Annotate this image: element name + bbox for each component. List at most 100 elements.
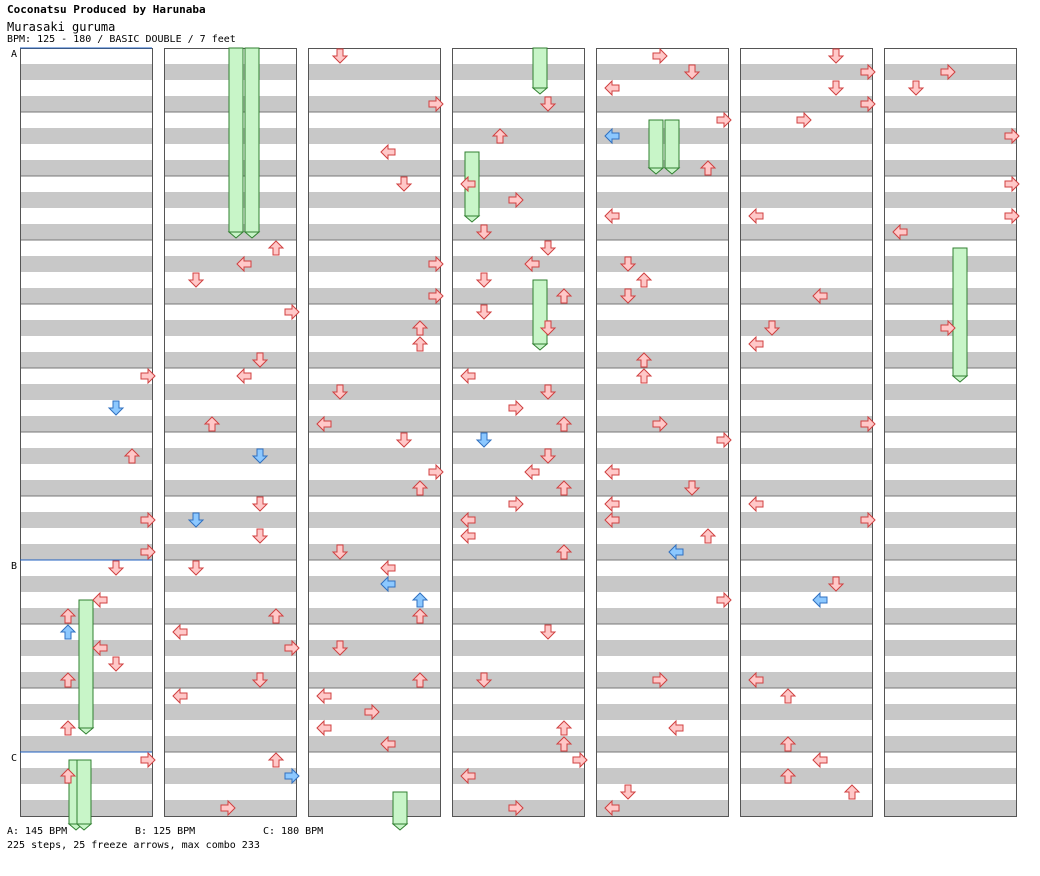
stripe — [20, 320, 152, 336]
stripe — [308, 64, 440, 80]
stripe — [884, 512, 1016, 528]
step-arrow — [140, 367, 156, 385]
freeze-arrow — [664, 119, 680, 169]
stripe — [164, 768, 296, 784]
step-stats: 225 steps, 25 freeze arrows, max combo 2… — [7, 840, 260, 851]
step-arrow — [524, 255, 540, 273]
step-arrow — [796, 111, 812, 129]
step-arrow — [491, 128, 509, 144]
column-border — [740, 48, 873, 817]
freeze-tail — [243, 231, 261, 239]
stripe — [884, 96, 1016, 112]
step-arrow — [763, 320, 781, 336]
step-arrow — [172, 687, 188, 705]
freeze-tail — [647, 167, 665, 175]
step-arrow — [331, 640, 349, 656]
stripe — [164, 480, 296, 496]
stripe — [20, 224, 152, 240]
step-arrow — [395, 432, 413, 448]
step-arrow — [748, 207, 764, 225]
stripe — [740, 640, 872, 656]
stripe — [308, 128, 440, 144]
freeze-arrow — [78, 599, 94, 729]
step-arrow — [652, 671, 668, 689]
stripe — [452, 128, 584, 144]
step-arrow — [860, 95, 876, 113]
stripe — [740, 320, 872, 336]
step-arrow — [860, 63, 876, 81]
step-arrow — [460, 527, 476, 545]
stripe — [884, 576, 1016, 592]
stripe — [596, 640, 728, 656]
step-arrow — [140, 511, 156, 529]
stripe — [308, 640, 440, 656]
stripe — [452, 96, 584, 112]
step-arrow — [604, 495, 620, 513]
step-arrow — [267, 608, 285, 624]
step-arrow — [475, 304, 493, 320]
step-arrow — [748, 671, 764, 689]
step-arrow — [411, 672, 429, 688]
step-arrow — [380, 143, 396, 161]
step-arrow — [92, 591, 108, 609]
stripe — [308, 512, 440, 528]
step-arrow — [1004, 207, 1020, 225]
stripe — [596, 288, 728, 304]
stripe — [164, 672, 296, 688]
step-arrow — [172, 623, 188, 641]
step-arrow — [107, 560, 125, 576]
stripe — [452, 288, 584, 304]
stripe — [884, 384, 1016, 400]
stripe — [740, 384, 872, 400]
step-arrow — [940, 63, 956, 81]
stripe — [164, 320, 296, 336]
stripe — [596, 576, 728, 592]
stripe — [308, 96, 440, 112]
step-arrow — [428, 255, 444, 273]
stripe — [164, 288, 296, 304]
step-arrow-blue — [380, 575, 396, 593]
stripe — [452, 480, 584, 496]
step-arrow — [508, 799, 524, 817]
step-arrow — [331, 48, 349, 64]
stripe — [884, 288, 1016, 304]
stripe — [596, 448, 728, 464]
stripe — [740, 224, 872, 240]
stripe — [20, 384, 152, 400]
bpm-legend-c: C: 180 BPM — [263, 826, 324, 837]
stripe — [20, 64, 152, 80]
stripe — [740, 288, 872, 304]
step-arrow — [251, 496, 269, 512]
step-arrow — [316, 719, 332, 737]
stripe — [20, 736, 152, 752]
step-arrow — [236, 367, 252, 385]
step-arrow — [748, 495, 764, 513]
step-arrow-blue — [812, 591, 828, 609]
step-arrow — [699, 160, 717, 176]
step-arrow — [395, 176, 413, 192]
stripe — [452, 576, 584, 592]
column-border — [452, 48, 585, 817]
stripe — [740, 704, 872, 720]
stripe — [452, 672, 584, 688]
freeze-tail — [531, 87, 549, 95]
stripe — [740, 256, 872, 272]
step-arrow — [475, 272, 493, 288]
stripe — [596, 608, 728, 624]
stripe — [164, 416, 296, 432]
step-arrow — [140, 751, 156, 769]
freeze-arrow — [532, 279, 548, 345]
step-arrow — [140, 543, 156, 561]
step-arrow — [716, 591, 732, 609]
step-arrow — [460, 175, 476, 193]
stripe — [884, 672, 1016, 688]
step-arrow — [539, 320, 557, 336]
step-arrow — [668, 719, 684, 737]
step-arrow-blue — [107, 400, 125, 416]
step-arrow — [460, 367, 476, 385]
step-arrow — [907, 80, 925, 96]
freeze-tail — [951, 375, 969, 383]
stripe — [740, 544, 872, 560]
step-arrow — [683, 480, 701, 496]
stripe — [164, 576, 296, 592]
